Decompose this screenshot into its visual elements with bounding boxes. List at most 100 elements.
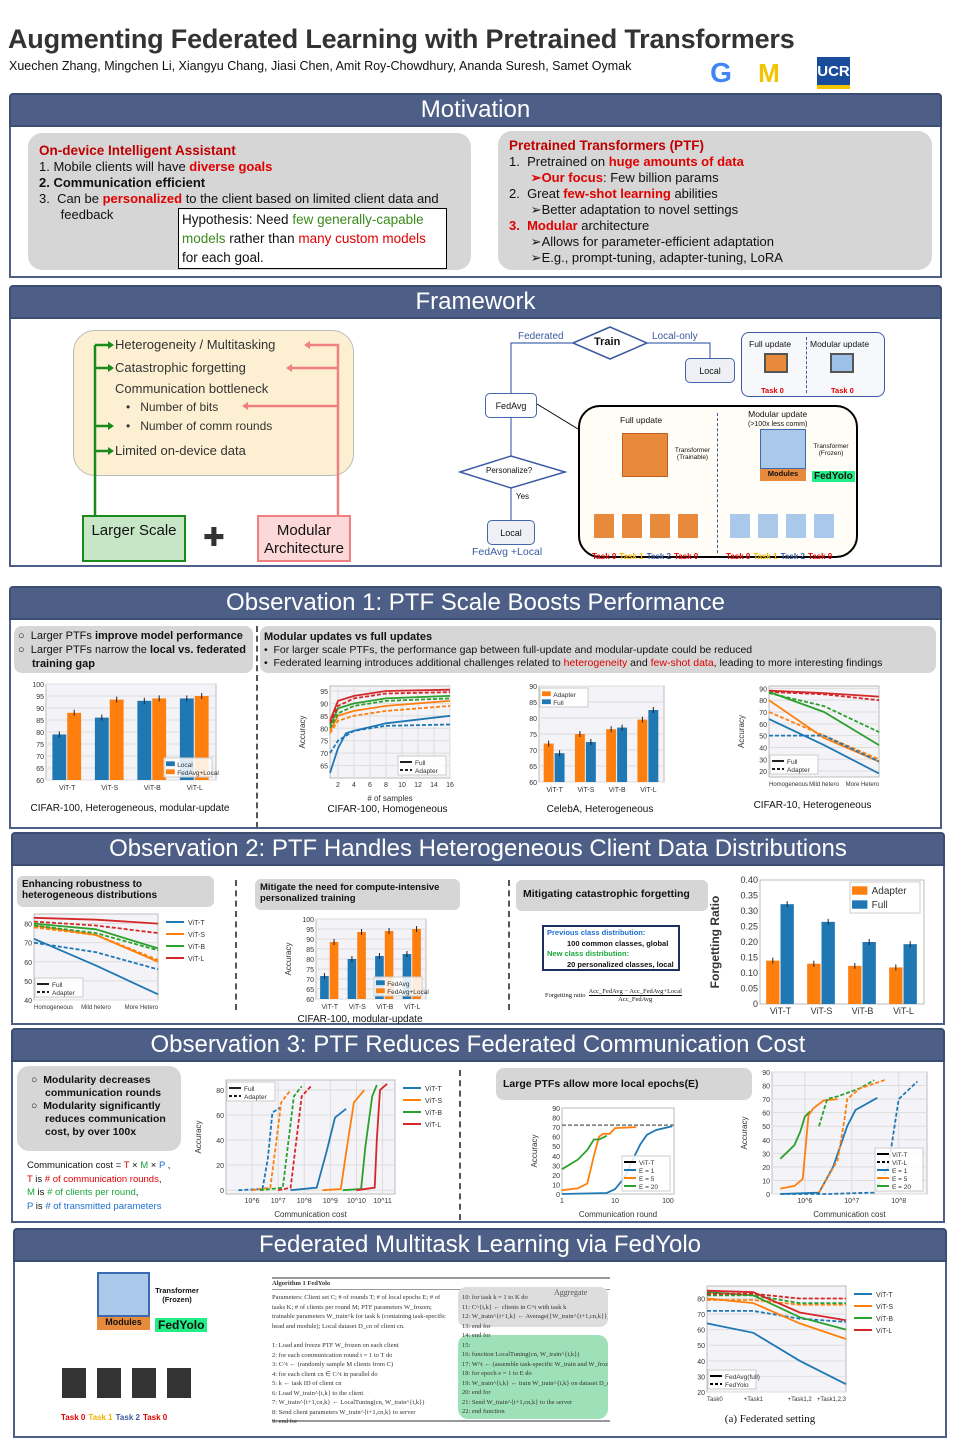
y-tick-label: 50 — [552, 1144, 560, 1151]
series-line — [768, 691, 880, 702]
list-item: feedback — [39, 207, 471, 223]
algorithm-fedyolo: Algorithm 1 FedYolo Parameters: Client s… — [272, 1277, 610, 1425]
caption: CIFAR-100, Heterogeneous, modular-update — [30, 803, 230, 814]
series-line-vit-t — [290, 1108, 347, 1192]
modules-label: Modules — [760, 469, 806, 481]
google-logo: G — [710, 57, 732, 88]
text-segment: improve model performance — [94, 630, 243, 642]
text-segment: abilities — [670, 186, 718, 201]
text-segment: local vs. federated training gap — [32, 644, 246, 670]
yes-label: Yes — [516, 492, 530, 501]
chart-obs3-epochs: 0 10 20 30 40 50 60 70 80 90 Accuracy Communication… — [530, 1106, 675, 1219]
y-tick-label: 0.25 — [740, 922, 758, 932]
x-tick-label: +Task1,2 — [788, 1397, 813, 1403]
algorithm-right-lines: 10: for task k = 1 to K do 11: C^{t,k} ← … — [462, 1293, 608, 1417]
transformer-label: Transformer (Frozen) — [813, 443, 849, 457]
y-tick-label: 95 — [306, 927, 314, 934]
x-tick-label: ViT-L — [640, 787, 656, 794]
x-tick-label: ViT-B — [852, 1006, 874, 1016]
y-axis-label: Accuracy — [740, 1117, 749, 1150]
x-tick-label: 10^6 — [245, 1198, 260, 1205]
value: 20 personalized classes, local — [567, 959, 674, 969]
y-tick-label: 90 — [306, 937, 314, 944]
bar-full — [780, 904, 794, 1004]
y-tick-label: 40 — [552, 1154, 560, 1161]
text-segment: : Few billion params — [602, 170, 719, 185]
y-tick-label: 80 — [762, 1084, 770, 1091]
heading: On-device Intelligent Assistant — [39, 143, 236, 158]
text-segment: # of transmitted parameters — [45, 1200, 162, 1212]
authors: Xuechen Zhang, Mingchen Li, Xiangyu Chan… — [9, 59, 632, 73]
y-tick-label: 80 — [216, 1088, 224, 1095]
text-segment: and — [627, 657, 651, 669]
series-line — [329, 700, 451, 732]
algorithm-line: 22: end function — [462, 1408, 505, 1415]
legend-label: FedAvg+Local — [177, 770, 219, 777]
y-tick-label: 70 — [697, 1312, 705, 1319]
update-bubble: Full update Modular update (>100x less co… — [578, 405, 858, 561]
text-segment: For larger scale PTFs, the performance g… — [273, 644, 753, 656]
x-tick-label: 10^8 — [297, 1198, 312, 1205]
modules-label: Modules — [97, 1317, 150, 1330]
fedyolo-header: Federated Multitask Learning via FedYolo — [13, 1228, 947, 1262]
x-tick-label: ViT-T — [770, 1006, 792, 1016]
chart-obs2-robustness: 40 50 60 70 80 Homogeneous Mild hetero More Het… — [24, 913, 205, 1011]
x-tick-label: 100 — [662, 1198, 674, 1205]
bar-fedavg — [347, 959, 357, 999]
text-segment: × — [129, 1160, 141, 1171]
legend-label: ViT-B — [876, 1316, 893, 1323]
x-tick-label: Mild hetero — [809, 782, 839, 788]
transformer-label: Transformer (Frozen) — [155, 1286, 199, 1304]
y-tick-label: 80 — [306, 957, 314, 964]
bar-fedavg-local — [384, 931, 394, 999]
poster-title: Augmenting Federated Learning with Pretr… — [8, 24, 795, 54]
y-tick-label: 40 — [759, 745, 767, 752]
x-tick-label: ViT-T — [321, 1004, 338, 1011]
transformer-frozen-icon — [760, 429, 806, 469]
bar-full — [862, 942, 876, 1004]
framework-arrows — [93, 341, 340, 515]
text-segment: many custom models — [298, 231, 426, 246]
y-tick-label: 65 — [320, 764, 328, 771]
series-line-vit-b — [259, 1085, 303, 1192]
heading: Modular updates vs full updates — [264, 631, 433, 643]
laptop-icon — [830, 353, 854, 373]
series-line — [768, 699, 880, 763]
y-tick-label: 65 — [36, 766, 44, 773]
text-segment: M — [140, 1160, 149, 1171]
algorithm-left-lines: 1: Load and freeze PTF W_frozen on each … — [272, 1341, 454, 1427]
y-tick-label: 10 — [552, 1182, 560, 1189]
motivation-left-box: On-device Intelligent Assistant 1. Mobil… — [28, 133, 471, 270]
x-tick-label: 16 — [446, 782, 454, 789]
transformer-label: Transformer (Trainable) — [674, 447, 711, 461]
y-tick-label: 30 — [697, 1374, 705, 1381]
y-tick-label: 75 — [36, 742, 44, 749]
legend-label: ViT-L — [188, 956, 204, 963]
y-tick-label: 70 — [24, 941, 32, 948]
y-tick-label: 75 — [320, 739, 328, 746]
legend-label: Full — [415, 760, 426, 767]
y-tick-label: 40 — [216, 1138, 224, 1145]
series-line-vit-t — [33, 941, 159, 971]
text-segment: Larger PTFs narrow the — [30, 644, 150, 656]
text-segment: 2. Communication efficient — [39, 175, 206, 190]
client-devices-full — [594, 514, 704, 538]
algorithm-params: Parameters: Client set C; # of rounds T;… — [272, 1294, 446, 1330]
x-tick-label: ViT-L — [404, 1004, 420, 1011]
y-tick-label: 80 — [529, 716, 537, 723]
legend-label: ViT-S — [876, 1304, 893, 1311]
series-line-vit-b — [707, 1294, 846, 1305]
chart-obs1-cifar10: 20 30 40 50 60 70 80 90 Accuracy Homogeneous Mild … — [737, 685, 880, 788]
algorithm-line: 6: Load W_train^{t,k} to the client — [272, 1389, 364, 1397]
chart-obs2-bar: 60 65 70 75 80 85 90 95 100 Accuracy ViT-T ViT-S ViT… — [284, 917, 429, 1011]
legend-swatch — [852, 900, 868, 909]
list-item: 1. Mobile clients will have diverse goal… — [39, 159, 471, 175]
y-tick-label: 70 — [306, 977, 314, 984]
series-line-vit-l — [33, 920, 159, 934]
y-tick-label: 80 — [697, 1296, 705, 1303]
y-tick-label: 85 — [306, 947, 314, 954]
series-line — [768, 689, 880, 698]
y-tick-label: 0 — [753, 999, 758, 1009]
y-tick-label: 0.20 — [740, 937, 758, 947]
y-tick-label: 20 — [216, 1163, 224, 1170]
